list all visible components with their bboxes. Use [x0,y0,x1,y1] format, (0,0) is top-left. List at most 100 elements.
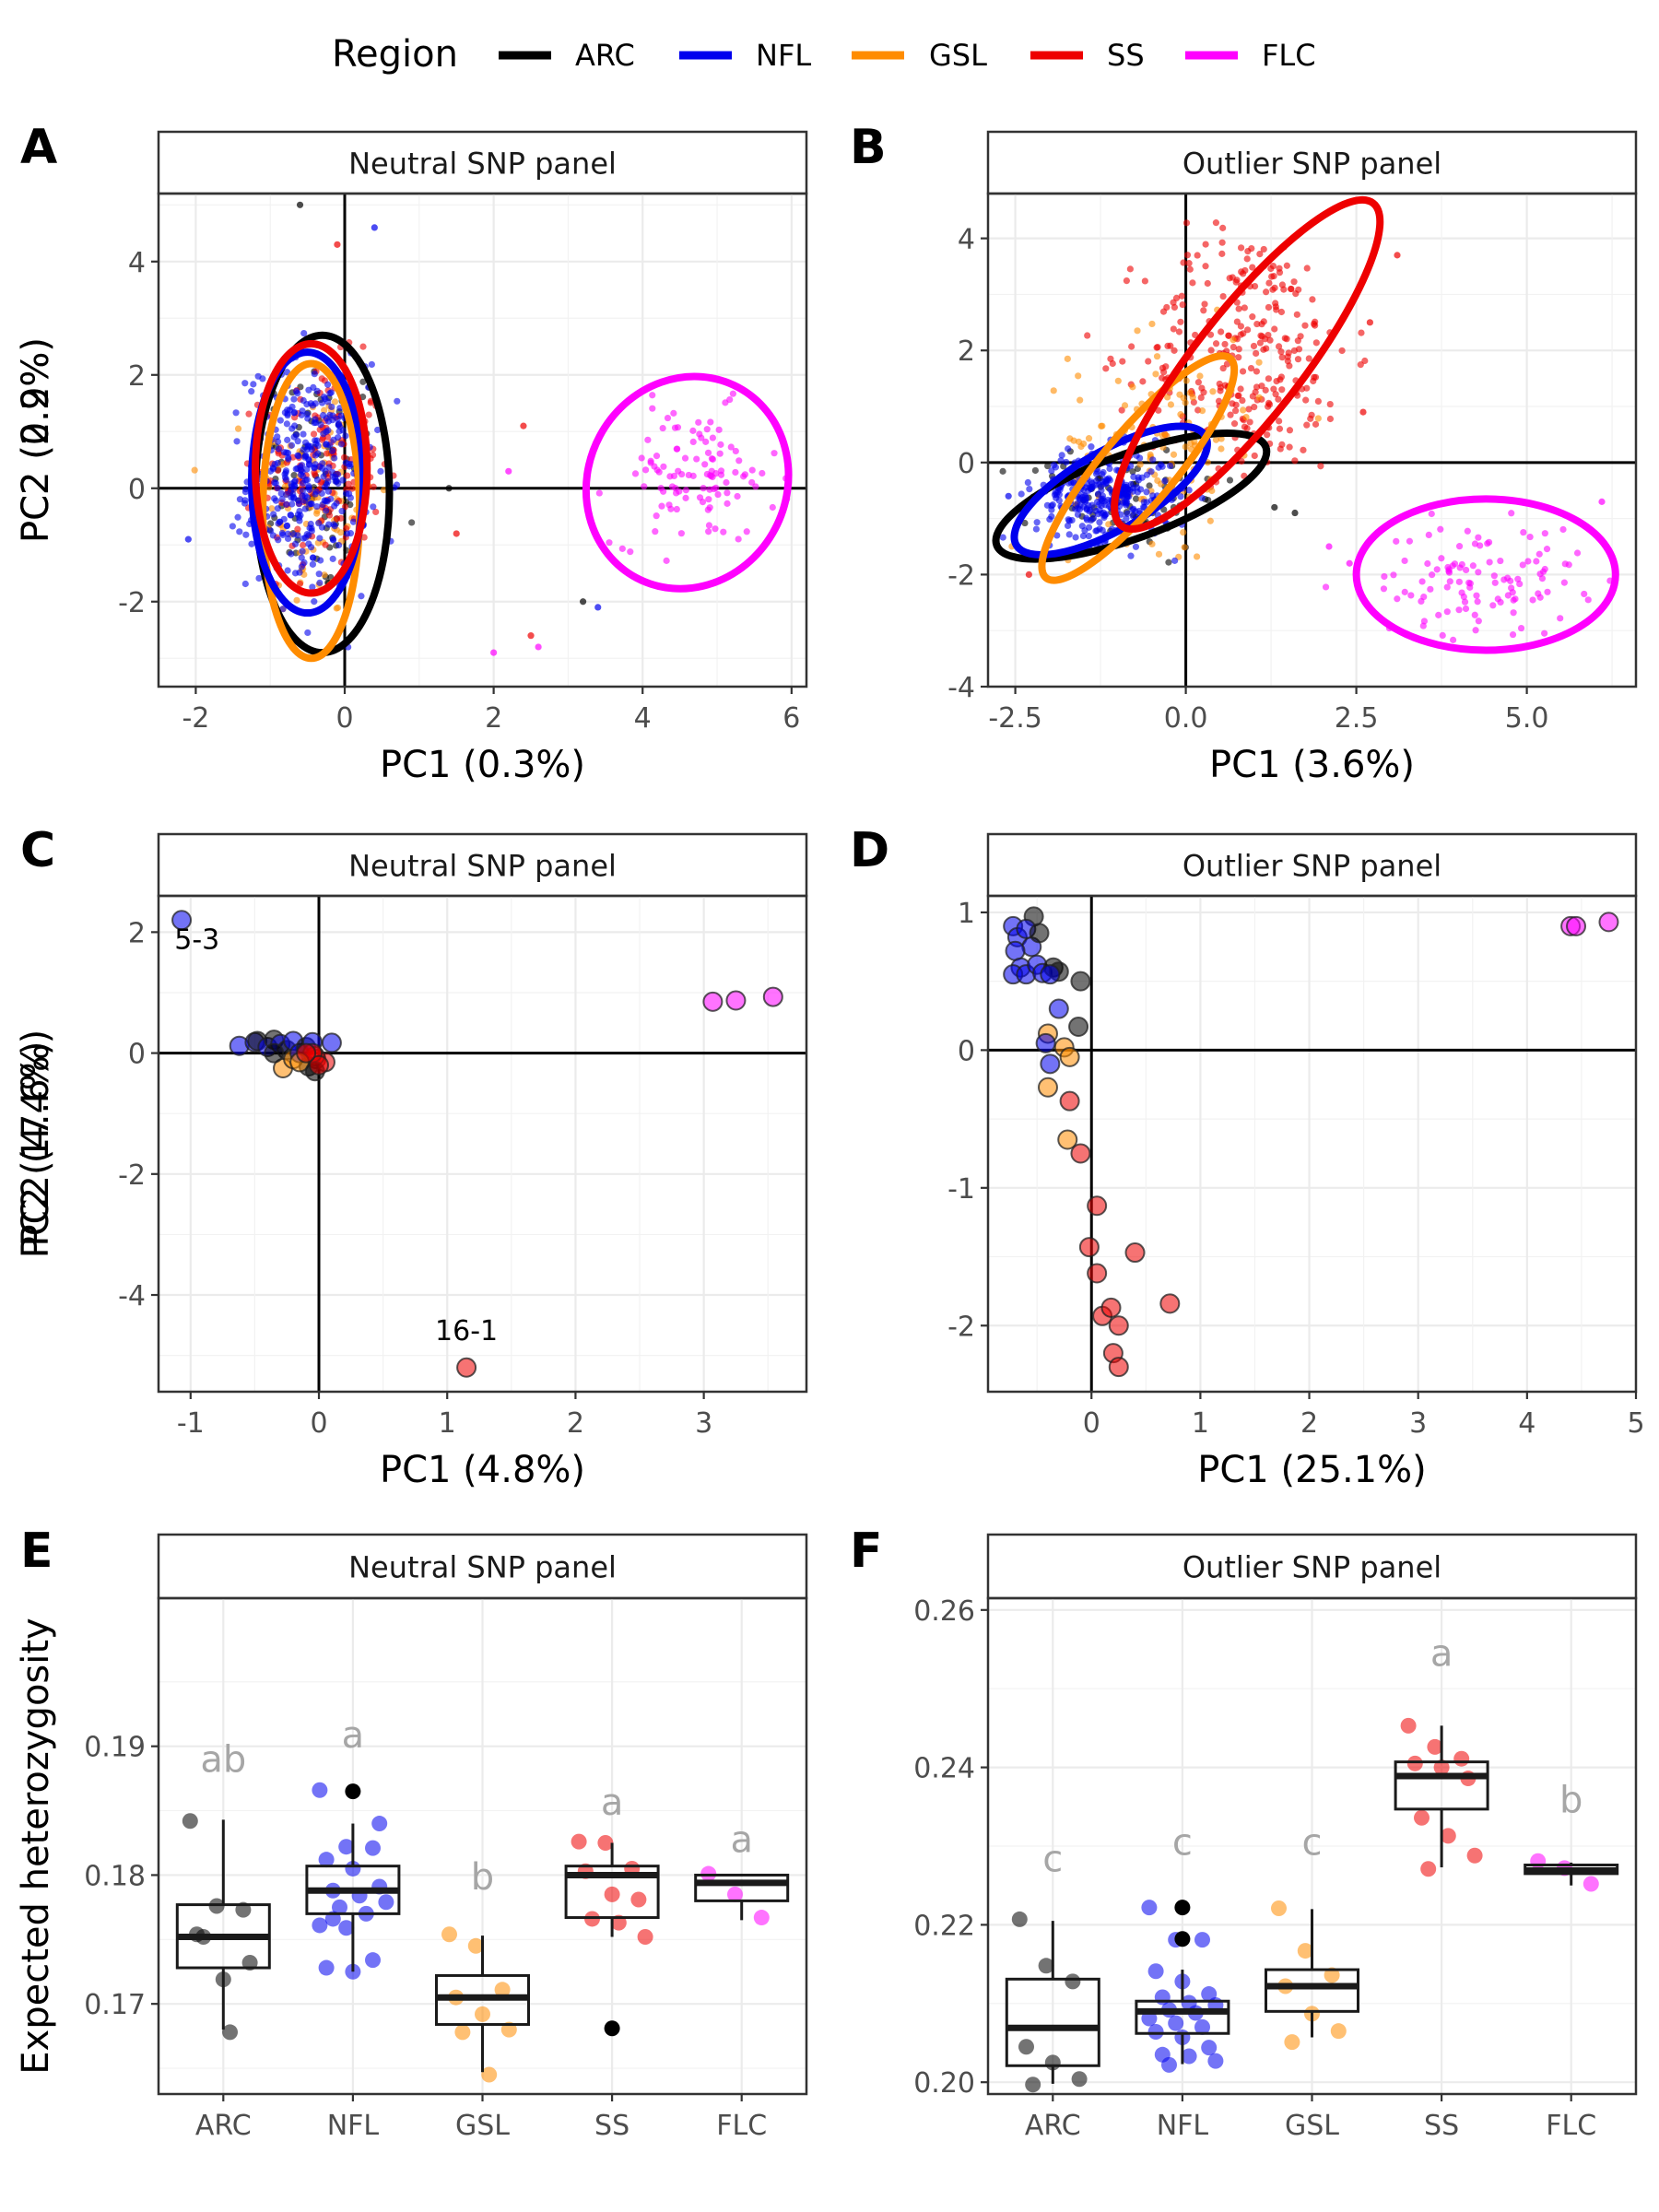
individual-point [729,390,736,397]
individual-point [716,450,724,457]
individual-point [288,550,295,558]
individual-point [320,473,327,480]
sample-point [1297,1943,1313,1959]
panel-label: A [20,120,57,175]
y-axis-title: PC2 (4.4%) [15,1041,57,1246]
individual-point [490,649,498,656]
plot-area: c c c a b [1005,1632,1619,2093]
population-point [1087,1263,1108,1284]
individual-point [670,472,678,480]
x-tick-label: 5 [1627,1407,1644,1440]
facet-strip [157,832,808,898]
individual-point [1239,368,1247,375]
y-tick-label: -4 [947,672,975,704]
sample-point [1181,2048,1197,2065]
individual-point [1271,325,1278,333]
individual-point [1541,629,1548,637]
individual-point [1198,384,1206,392]
individual-point [638,454,645,462]
individual-point [279,606,287,613]
individual-point [344,472,351,479]
y-tick-label: -1 [947,1173,975,1206]
individual-point [1418,578,1426,585]
x-tick-label: NFL [327,2110,380,2142]
individual-point [678,470,686,478]
individual-point [312,452,320,459]
population-point [1108,1315,1129,1336]
individual-point [659,424,666,432]
individual-point [1425,531,1432,539]
individual-point [290,395,298,403]
individual-point [359,378,367,385]
individual-point [1504,574,1512,582]
outlier-point [1174,1900,1191,1916]
individual-point [1277,348,1285,356]
box [1265,1968,1359,2013]
individual-point [1475,618,1482,625]
individual-point [1394,595,1401,603]
individual-point [1185,487,1193,494]
individual-point [1455,543,1464,550]
individual-point [1520,528,1527,536]
individual-point [317,557,324,564]
individual-point [735,457,743,465]
sample-point [222,2024,238,2041]
individual-point [309,560,317,568]
individual-point [1123,515,1130,523]
individual-point [1393,537,1400,545]
x-tick-label: NFL [1157,2110,1209,2142]
individual-point [334,471,342,478]
individual-point [1510,596,1517,604]
box [1005,1977,1100,2067]
individual-point [1286,427,1294,434]
individual-point [1212,436,1220,443]
sample-point [475,2006,490,2022]
sample-point [1207,2053,1224,2069]
sample-point [727,1886,743,1902]
individual-point [702,438,710,445]
individual-point [1154,344,1161,351]
population-point [1070,1143,1091,1164]
individual-point [1084,332,1091,339]
individual-point [1180,528,1187,536]
individual-point [1237,323,1245,330]
population-point [1108,1357,1129,1378]
individual-point [1046,515,1053,524]
individual-point [1053,532,1061,539]
individual-point [349,518,358,525]
individual-point [1159,463,1166,470]
individual-point [704,506,712,513]
individual-point [1510,609,1517,617]
individual-point [1260,245,1267,253]
individual-point [229,523,236,530]
individual-point [1085,524,1093,531]
individual-point [371,224,378,231]
y-tick-label: 0.17 [84,1989,146,2021]
individual-point [1291,457,1299,465]
sample-point [1147,1963,1164,1980]
individual-point [1394,252,1401,259]
population-point [1598,912,1619,933]
individual-point [1490,572,1498,580]
individual-point [1243,255,1251,263]
individual-point [1246,418,1253,426]
individual-point [283,490,290,499]
individual-point [1508,510,1515,517]
individual-point [340,453,348,461]
individual-point [1231,407,1240,415]
sample-point [1038,1958,1054,1974]
individual-point [1277,308,1286,316]
sample-point [1400,1717,1417,1734]
population-point [171,910,193,931]
individual-point [1519,561,1526,569]
individual-point [274,433,281,441]
individual-point [1005,492,1012,500]
individual-point [290,472,298,479]
individual-point [300,396,307,405]
individual-point [283,522,291,529]
individual-point [1165,559,1172,566]
individual-point [284,436,291,443]
individual-point [1050,387,1057,394]
individual-point [1070,437,1077,444]
